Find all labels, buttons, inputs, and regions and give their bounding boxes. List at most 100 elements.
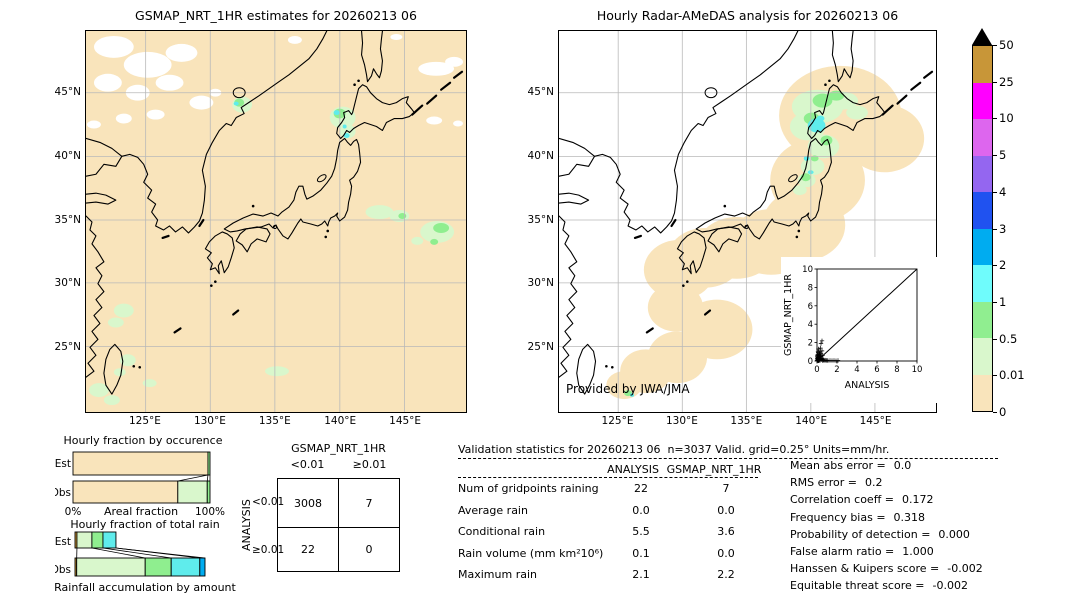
occurrence-bars bbox=[72, 451, 211, 504]
lon-tick-label: 135°E bbox=[730, 415, 763, 427]
total-rain-x-label: Rainfall accumulation by amount bbox=[55, 581, 237, 594]
right-map-lat-ticks: 45°N 40°N 35°N 30°N 25°N bbox=[518, 30, 554, 413]
contingency-col-label-ge: ≥0.01 bbox=[352, 458, 387, 471]
stats-row: Maximum rain 2.1 2.2 bbox=[458, 568, 788, 589]
svg-text:10: 10 bbox=[912, 365, 923, 375]
right-map-lon-ticks: 125°E 130°E 135°E 140°E 145°E bbox=[558, 415, 937, 429]
lat-tick-label: 30°N bbox=[527, 277, 554, 290]
svg-text:4: 4 bbox=[854, 365, 859, 375]
stats-col-header-gsmap: GSMAP_NRT_1HR bbox=[666, 463, 762, 476]
lon-tick-label: 130°E bbox=[665, 415, 698, 427]
colorbar-cell bbox=[973, 338, 992, 375]
svg-text:8: 8 bbox=[808, 283, 813, 293]
metric-label: RMS error = bbox=[790, 476, 857, 490]
svg-text:4: 4 bbox=[808, 320, 813, 330]
stats-row: Conditional rain 5.5 3.6 bbox=[458, 525, 788, 546]
stats-value-gsmap: 3.6 bbox=[717, 525, 735, 538]
metric-label: Hanssen & Kuipers score = bbox=[790, 562, 940, 576]
stats-value-analysis: 0.1 bbox=[632, 546, 650, 560]
inset-ylabel: GSMAP_NRT_1HR bbox=[783, 274, 794, 356]
contingency-cell-false-alarm: 7 bbox=[365, 496, 373, 510]
stats-row-label: Average rain bbox=[458, 503, 528, 517]
total-rain-row-label-obs: Obs bbox=[55, 564, 71, 576]
lon-tick-label: 135°E bbox=[258, 415, 291, 427]
stats-row: Num of gridpoints raining 22 7 bbox=[458, 482, 788, 503]
colorbar-label: 2 bbox=[999, 258, 1007, 273]
colorbar-tick bbox=[993, 191, 997, 193]
colorbar-cell bbox=[973, 301, 992, 338]
metric-row: False alarm ratio = 1.000 bbox=[790, 545, 1080, 562]
lon-tick-label: 140°E bbox=[324, 415, 357, 427]
colorbar-label: 4 bbox=[999, 184, 1007, 199]
lat-tick-label: 35°N bbox=[527, 213, 554, 226]
colorbar-tick bbox=[993, 301, 997, 303]
colorbar-cell bbox=[973, 155, 992, 192]
occurrence-x-label: Areal fraction bbox=[104, 505, 178, 518]
lon-tick-label: 130°E bbox=[193, 415, 226, 427]
stats-value-gsmap: 2.2 bbox=[717, 568, 735, 581]
metric-label: Probability of detection = bbox=[790, 527, 931, 541]
stats-value-analysis: 2.1 bbox=[632, 568, 650, 581]
colorbar-label: 10 bbox=[999, 111, 1014, 126]
contingency-cell-miss: 22 bbox=[301, 543, 315, 556]
contingency-col-title: GSMAP_NRT_1HR bbox=[291, 442, 386, 455]
map-credit: Provided by JWA/JMA bbox=[566, 382, 690, 396]
colorbar-cell bbox=[973, 374, 992, 411]
colorbar-cell bbox=[973, 228, 992, 265]
stats-divider-header bbox=[458, 477, 758, 478]
rain-colorbar: 50 25 10 5 4 3 2 1 0.5 0.01 0 bbox=[966, 28, 1046, 419]
svg-text:2: 2 bbox=[808, 339, 813, 349]
occurrence-x-min: 0% bbox=[65, 506, 82, 518]
lat-tick-label: 25°N bbox=[527, 341, 554, 354]
contingency-grid-hline bbox=[278, 527, 399, 528]
svg-text:6: 6 bbox=[808, 302, 813, 312]
svg-text:6: 6 bbox=[874, 365, 879, 375]
stats-col-header-analysis: ANALYSIS bbox=[607, 463, 659, 476]
metric-label: False alarm ratio = bbox=[790, 544, 895, 558]
lat-tick-label: 35°N bbox=[54, 213, 81, 226]
lat-tick-label: 30°N bbox=[54, 277, 81, 290]
colorbar-label: 0 bbox=[999, 405, 1007, 419]
metric-value: 0.0 bbox=[893, 459, 912, 472]
occurrence-chart-title: Hourly fraction by occurence bbox=[64, 434, 223, 447]
colorbar-cell bbox=[973, 265, 992, 302]
skill-metrics: Mean abs error = 0.0 RMS error = 0.2 Correla… bbox=[790, 459, 1080, 597]
colorbar-cell bbox=[973, 46, 992, 83]
inset-scatter-canvas: 00 2 2 4 4 6 6 8 8 10 10 ANALYSIS GSMAP_NRT_1HR bbox=[783, 265, 923, 391]
left-map-lon-ticks: 125°E 130°E 135°E 140°E 145°E bbox=[85, 415, 467, 429]
contingency-cell-hits-none: 3008 bbox=[294, 496, 322, 510]
lon-tick-label: 145°E bbox=[389, 415, 422, 427]
metric-value: -0.002 bbox=[947, 562, 983, 576]
colorbar-tick bbox=[993, 375, 997, 377]
contingency-row-label-lt: <0.01 bbox=[252, 496, 285, 508]
lat-tick-label: 45°N bbox=[54, 86, 81, 99]
lat-tick-label: 25°N bbox=[54, 341, 81, 354]
stats-row: Average rain 0.0 0.0 bbox=[458, 504, 788, 525]
metric-label: Correlation coeff = bbox=[790, 493, 894, 507]
occurrence-row-label-est: Est bbox=[55, 458, 71, 470]
colorbar-tick bbox=[993, 228, 997, 230]
colorbar-label: 5 bbox=[999, 148, 1007, 163]
occurrence-row-label-obs: Obs bbox=[55, 487, 71, 499]
stats-row-label: Maximum rain bbox=[458, 568, 537, 581]
occurrence-x-max: 100% bbox=[195, 506, 225, 518]
contingency-col-label-lt: <0.01 bbox=[290, 458, 325, 471]
metric-value: 1.000 bbox=[902, 544, 934, 558]
metric-value: 0.000 bbox=[938, 527, 970, 541]
svg-text:0: 0 bbox=[814, 365, 819, 375]
svg-text:0: 0 bbox=[808, 357, 813, 367]
metric-row: Correlation coeff = 0.172 bbox=[790, 493, 1080, 510]
metric-row: RMS error = 0.2 bbox=[790, 476, 1080, 493]
lat-tick-label: 45°N bbox=[527, 86, 554, 99]
contingency-grid: 3008 7 22 0 bbox=[277, 478, 400, 572]
colorbar-label: 0.01 bbox=[999, 368, 1025, 383]
total-rain-chart-title: Hourly fraction of total rain bbox=[70, 518, 219, 531]
inset-scatter-panel: 0 0 2 2 4 4 6 6 8 8 10 10 ANALYSIS GSMAP_NRT_1HR bbox=[781, 257, 937, 403]
lon-tick-label: 125°E bbox=[601, 415, 634, 427]
colorbar-over-arrow-icon bbox=[972, 28, 992, 45]
radar-amedas-map: 0 0 2 2 4 4 6 6 8 8 10 10 ANALYSIS GSMAP_NRT_1HR Pr… bbox=[558, 30, 937, 413]
lon-tick-label: 140°E bbox=[795, 415, 828, 427]
metric-row: Probability of detection = 0.000 bbox=[790, 528, 1080, 545]
colorbar-cell bbox=[973, 119, 992, 156]
